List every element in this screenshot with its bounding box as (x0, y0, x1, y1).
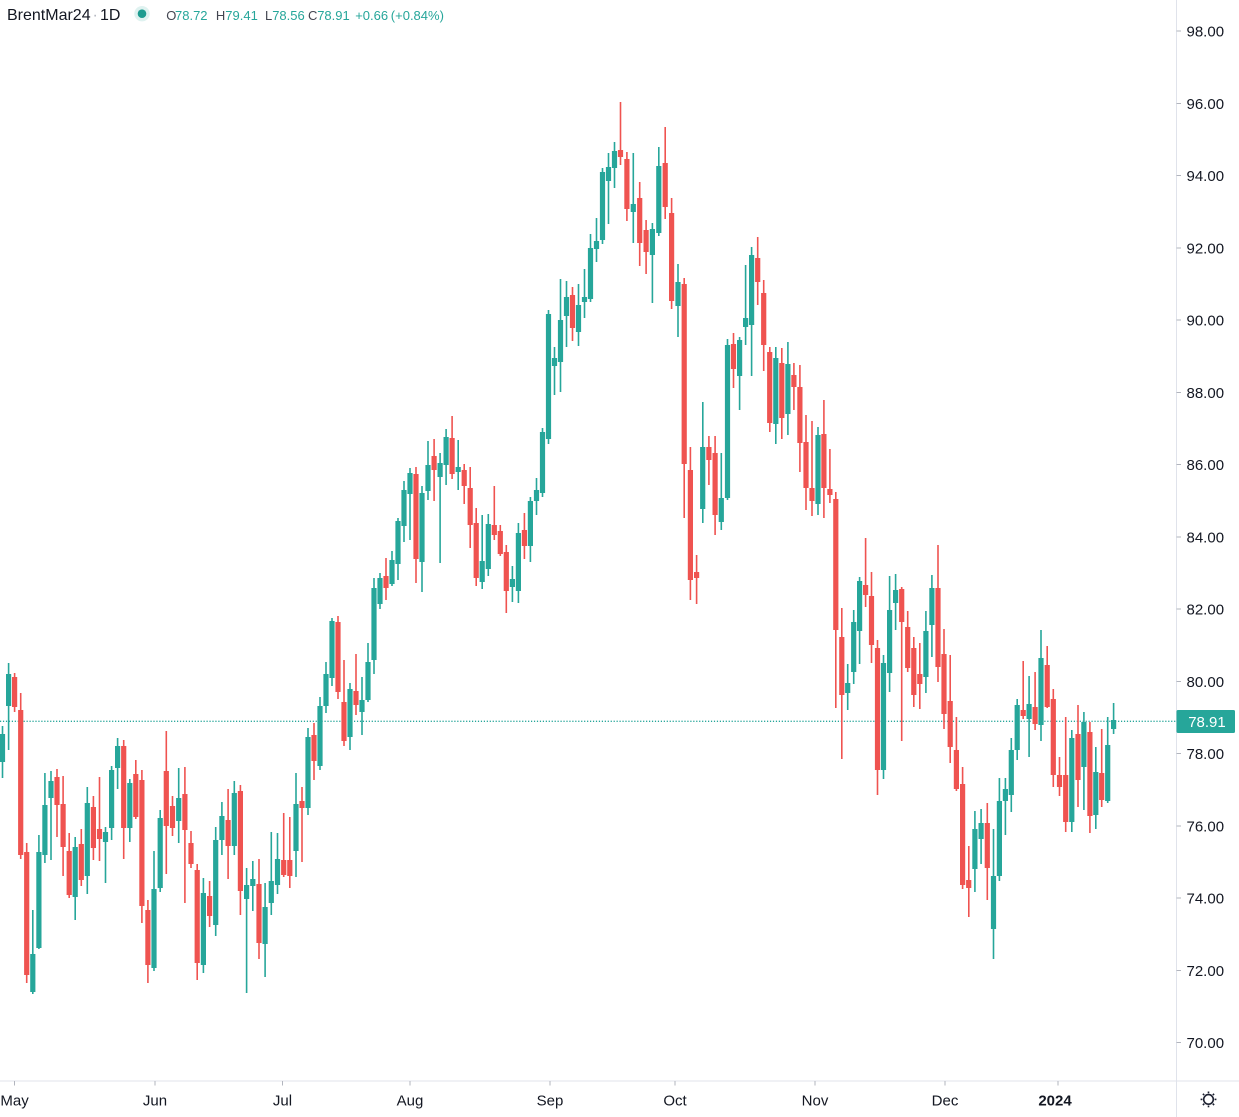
svg-text:74.00: 74.00 (1187, 891, 1225, 908)
svg-text:70.00: 70.00 (1187, 1035, 1225, 1052)
svg-text:1D: 1D (100, 7, 120, 24)
svg-text:(+0.84%): (+0.84%) (391, 8, 444, 23)
svg-text:Nov: Nov (802, 1093, 829, 1110)
svg-text:88.00: 88.00 (1187, 385, 1225, 402)
svg-text:BrentMar24: BrentMar24 (7, 7, 91, 24)
svg-text:86.00: 86.00 (1187, 457, 1225, 474)
svg-text:+0.66: +0.66 (355, 8, 388, 23)
svg-text:Aug: Aug (397, 1093, 424, 1110)
svg-text:Jul: Jul (273, 1093, 292, 1110)
svg-text:82.00: 82.00 (1187, 602, 1225, 619)
svg-text:96.00: 96.00 (1187, 96, 1225, 113)
svg-text:Jun: Jun (143, 1093, 167, 1110)
svg-text:78.00: 78.00 (1187, 746, 1225, 763)
svg-text:80.00: 80.00 (1187, 674, 1225, 691)
svg-text:May: May (0, 1093, 29, 1110)
svg-text:78.72: 78.72 (175, 8, 208, 23)
svg-text:Dec: Dec (932, 1093, 959, 1110)
svg-text:90.00: 90.00 (1187, 313, 1225, 330)
svg-text:98.00: 98.00 (1187, 24, 1225, 41)
svg-text:O: O (166, 8, 176, 23)
svg-text:L: L (265, 8, 272, 23)
svg-text:H: H (216, 8, 225, 23)
svg-text:78.91: 78.91 (1188, 714, 1226, 731)
svg-text:78.56: 78.56 (272, 8, 305, 23)
svg-text:Sep: Sep (537, 1093, 564, 1110)
svg-text:94.00: 94.00 (1187, 168, 1225, 185)
svg-text:78.91: 78.91 (317, 8, 350, 23)
svg-text:72.00: 72.00 (1187, 963, 1225, 980)
svg-text:92.00: 92.00 (1187, 240, 1225, 257)
svg-text:76.00: 76.00 (1187, 819, 1225, 836)
svg-text:2024: 2024 (1038, 1093, 1072, 1110)
svg-text:84.00: 84.00 (1187, 530, 1225, 547)
svg-text:79.41: 79.41 (225, 8, 258, 23)
svg-text:C: C (308, 8, 317, 23)
svg-text:Oct: Oct (663, 1093, 687, 1110)
svg-text:·: · (93, 7, 98, 24)
